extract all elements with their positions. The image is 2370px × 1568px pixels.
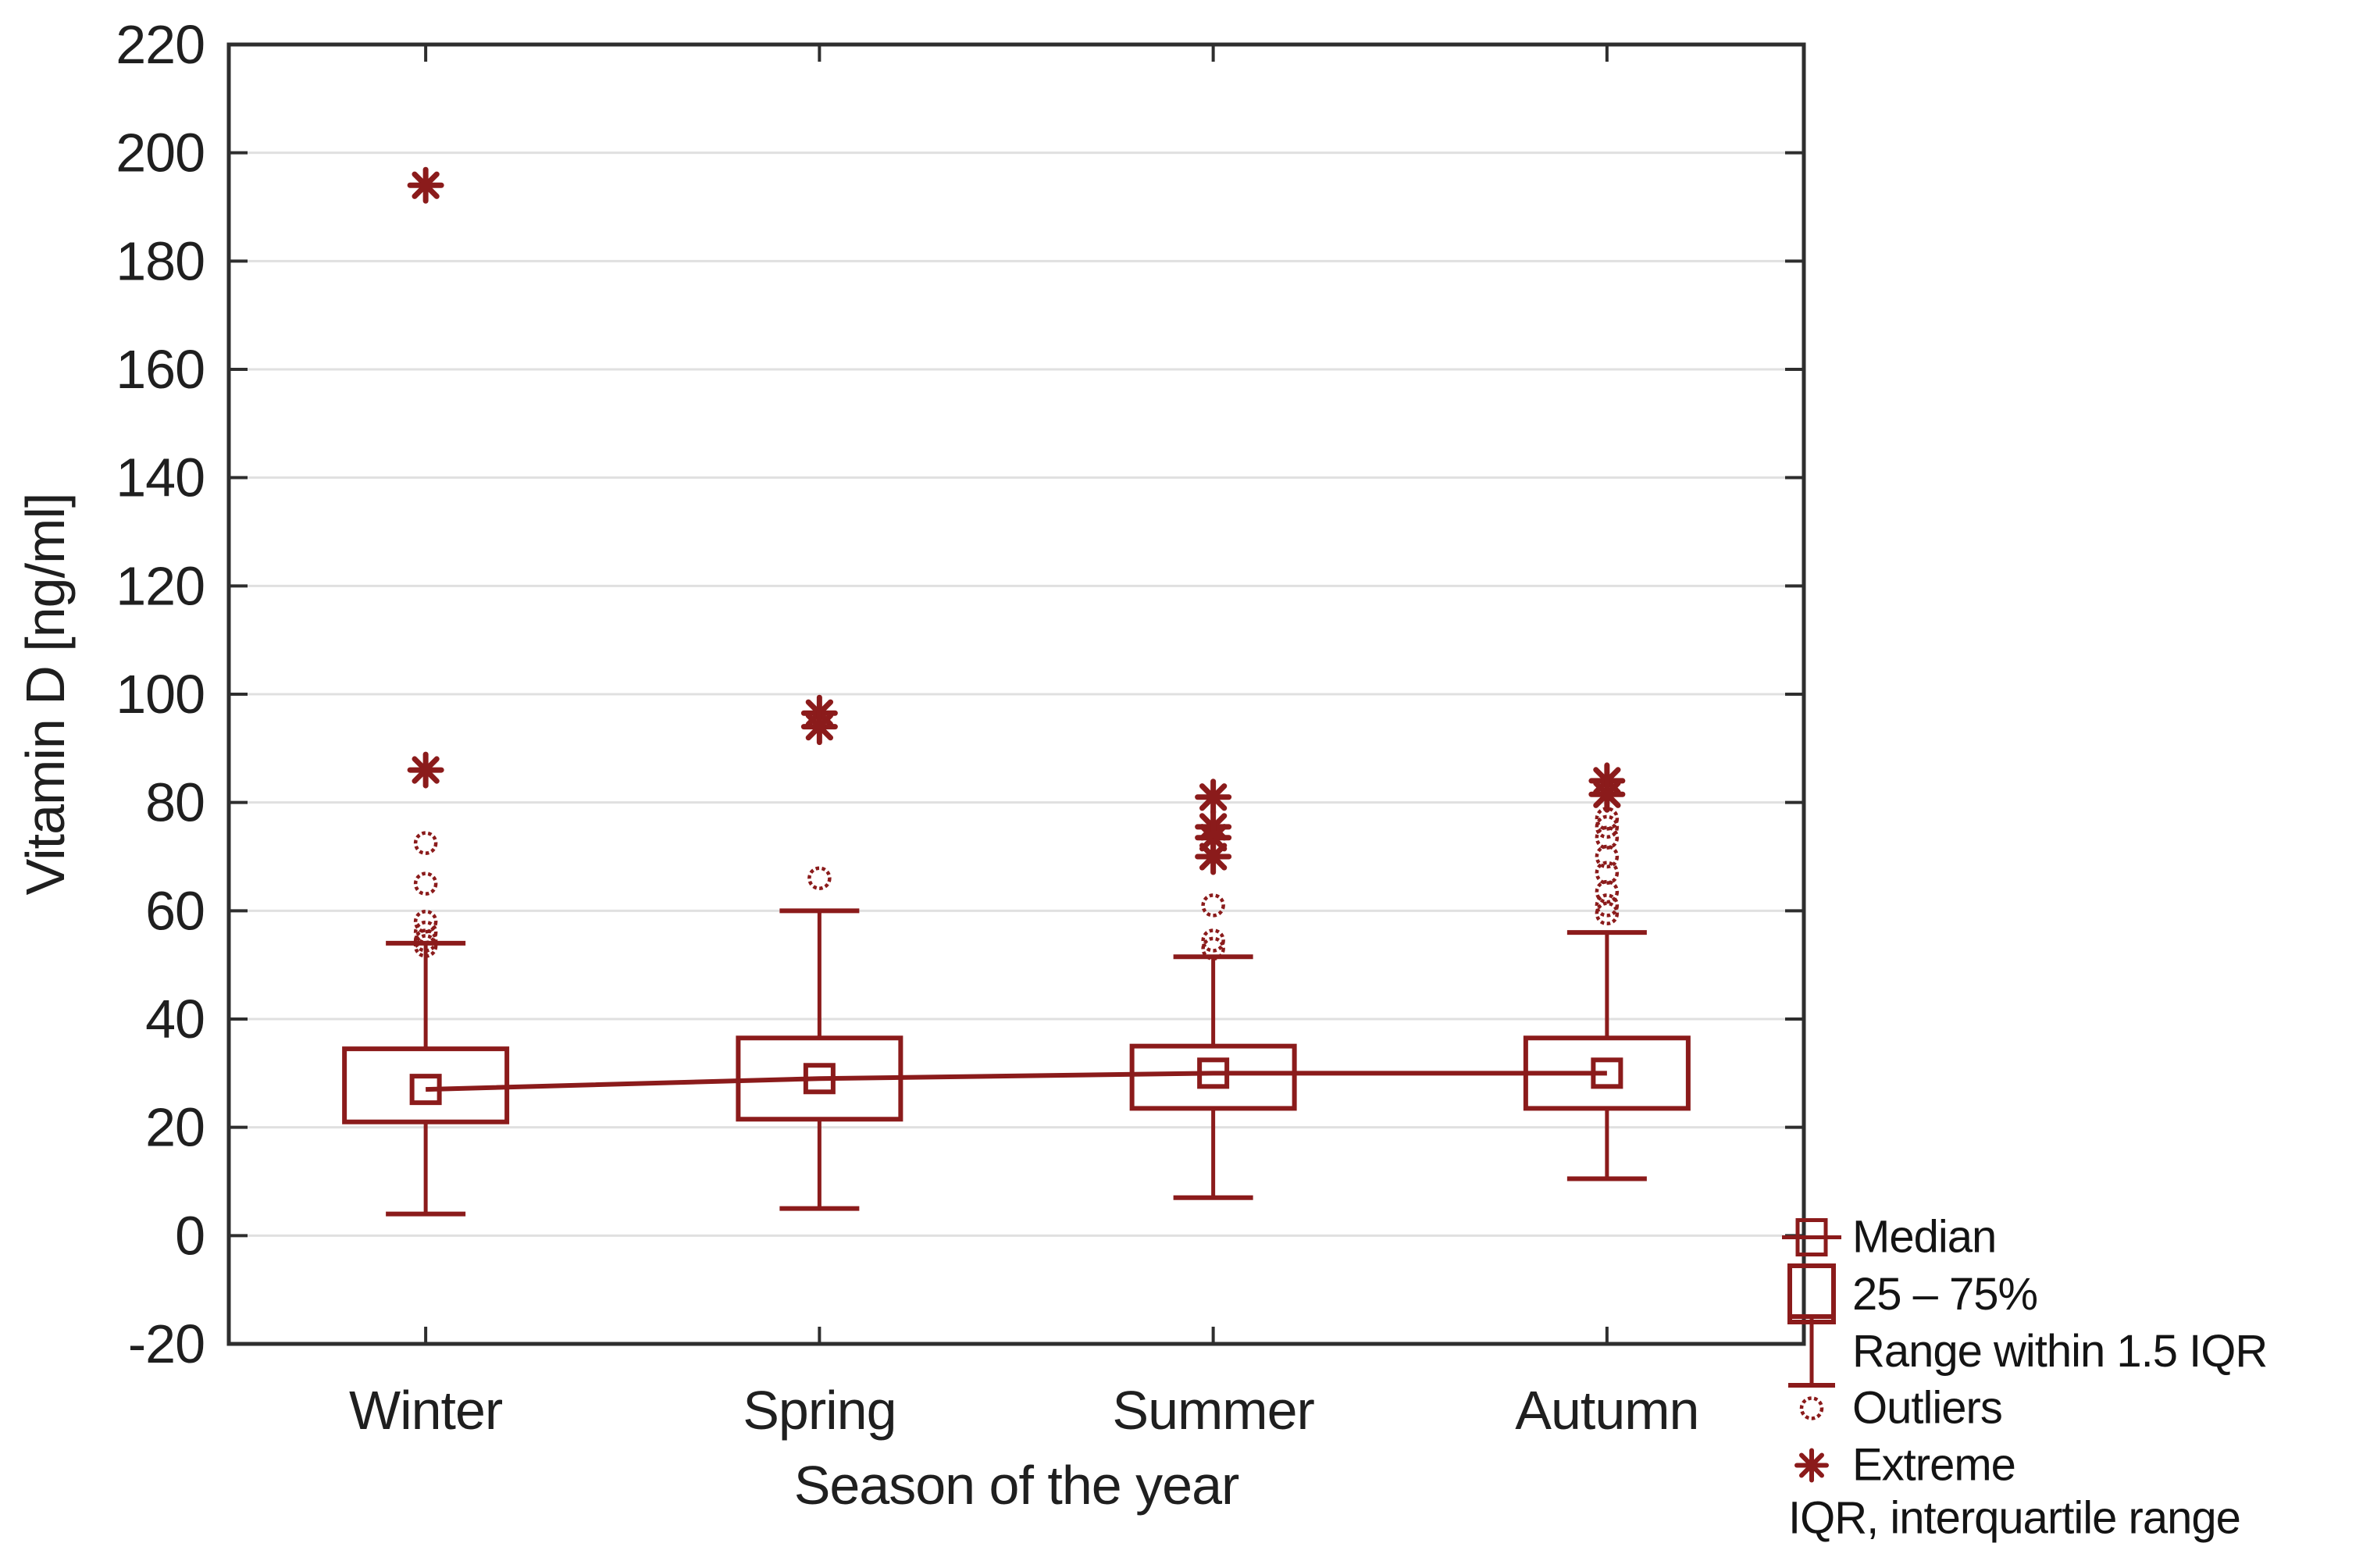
- extreme-marker-spring: [800, 708, 838, 746]
- extreme-marker-summer: [1195, 838, 1232, 875]
- outlier-marker-autumn: [1595, 814, 1620, 839]
- median-connector-line: [426, 1071, 1607, 1092]
- extreme-marker-winter: [407, 751, 444, 789]
- outlier-marker-spring: [807, 866, 832, 890]
- extreme-marker-winter: [407, 166, 444, 204]
- outlier-marker-winter: [413, 909, 438, 934]
- outlier-marker-autumn: [1595, 879, 1620, 904]
- y-tick-label: 40: [145, 989, 205, 1049]
- outlier-marker-summer: [1201, 928, 1225, 953]
- outlier-marker-winter: [413, 831, 438, 855]
- extreme-marker-spoke: [1199, 843, 1228, 871]
- y-tick-label: 120: [116, 555, 205, 616]
- x-category-label-spring: Spring: [743, 1380, 896, 1441]
- extreme-marker-spoke: [412, 171, 440, 199]
- median-marker-autumn: [1591, 1057, 1623, 1089]
- y-tick-label: 0: [175, 1205, 205, 1266]
- outlier-marker-winter: [413, 871, 438, 896]
- iqr-box-summer: [1129, 1043, 1297, 1111]
- iqr-box-winter: [342, 1046, 510, 1124]
- outlier-marker-autumn: [1595, 825, 1620, 850]
- y-tick-label: 20: [145, 1097, 205, 1158]
- extreme-marker-summer: [1195, 779, 1232, 816]
- outlier-marker-autumn: [1595, 901, 1620, 926]
- x-category-label-autumn: Autumn: [1515, 1380, 1698, 1441]
- y-tick-label: 180: [116, 230, 205, 291]
- extreme-marker-spoke: [805, 712, 834, 741]
- outlier-marker-autumn: [1595, 844, 1620, 869]
- y-tick-label: 160: [116, 339, 205, 400]
- x-category-label-summer: Summer: [1112, 1380, 1314, 1441]
- extreme-marker-spoke: [1199, 824, 1228, 852]
- outlier-marker-autumn: [1595, 861, 1620, 886]
- x-axis-title: Season of the year: [794, 1455, 1239, 1516]
- iqr-box-spring: [736, 1035, 903, 1122]
- x-category-label-winter: Winter: [349, 1380, 503, 1441]
- y-tick-label: 100: [116, 664, 205, 725]
- outlier-marker-autumn: [1595, 807, 1620, 831]
- y-tick-label: 80: [145, 772, 205, 833]
- extreme-marker-autumn: [1588, 775, 1626, 813]
- outlier-marker-summer: [1201, 893, 1225, 918]
- outlier-marker-winter: [413, 934, 438, 958]
- median-marker-winter: [409, 1074, 442, 1106]
- extreme-marker-spoke: [1593, 780, 1621, 808]
- extreme-marker-spoke: [412, 756, 440, 784]
- y-axis-title: Vitamin D [ng/ml]: [15, 494, 76, 896]
- y-tick-label: -20: [128, 1313, 205, 1374]
- y-tick-label: 60: [145, 880, 205, 941]
- outlier-marker-summer: [1201, 936, 1225, 961]
- y-tick-label: 140: [116, 447, 205, 508]
- y-tick-label: 220: [116, 14, 205, 75]
- median-marker-summer: [1197, 1057, 1230, 1089]
- outlier-marker-winter: [413, 920, 438, 945]
- y-tick-label: 200: [116, 123, 205, 184]
- iqr-box-autumn: [1523, 1035, 1691, 1111]
- outlier-marker-autumn: [1595, 893, 1620, 918]
- median-marker-spring: [803, 1063, 836, 1095]
- extreme-marker-spoke: [1199, 783, 1228, 811]
